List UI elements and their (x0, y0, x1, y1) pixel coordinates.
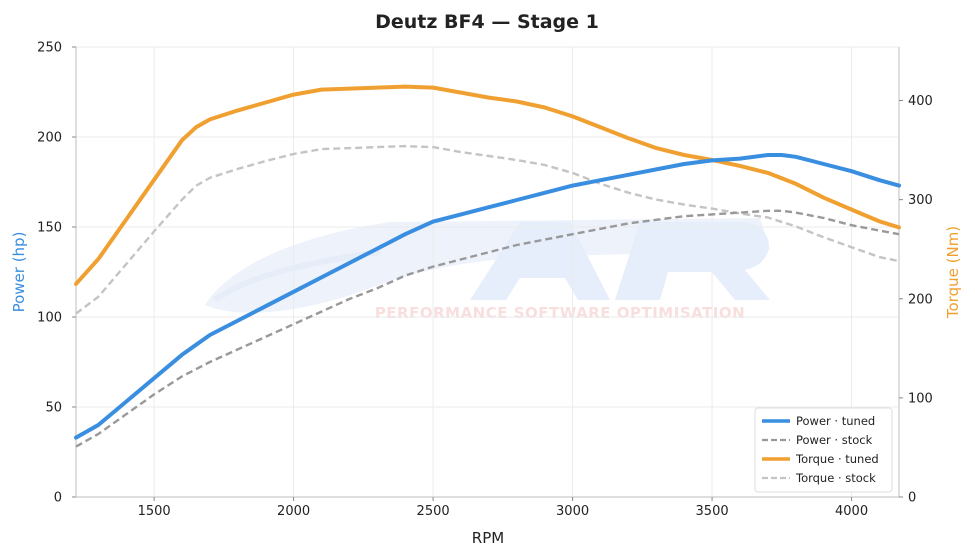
watermark-logo: PERFORMANCE SOFTWARE OPTIMISATION (205, 218, 770, 322)
legend-label-power-stock: Power · stock (796, 433, 873, 447)
y-tick-label-right: 200 (908, 292, 933, 307)
watermark-text: PERFORMANCE SOFTWARE OPTIMISATION (375, 304, 745, 322)
x-axis-label: RPM (472, 529, 504, 547)
x-tick-label: 2000 (277, 504, 310, 519)
axes: 1500 2000 2500 3000 3500 40000501001502002500… (37, 41, 933, 520)
y-tick-label-right: 400 (908, 94, 933, 109)
x-tick-label: 3500 (696, 504, 729, 519)
series-lines (74, 84, 901, 448)
y-axis-label-right: Torque (Nm) (944, 226, 962, 319)
legend-item-torque-stock: Torque · stock (762, 471, 876, 485)
legend: Power · tuned Power · stock Torque · tun… (754, 407, 893, 493)
x-tick-label: 2500 (417, 504, 450, 519)
series-line-power-stock (75, 209, 900, 448)
y-axis-label-left: Power (hp) (10, 232, 28, 313)
y-tick-label-right: 100 (908, 391, 933, 406)
x-tick-label: 1500 (138, 504, 171, 519)
legend-label-torque-tuned: Torque · tuned (795, 452, 879, 466)
legend-item-power-tuned: Power · tuned (762, 414, 875, 428)
chart-title: Deutz BF4 — Stage 1 (375, 11, 599, 33)
legend-label-torque-stock: Torque · stock (795, 471, 876, 485)
x-tick-label: 4000 (835, 504, 868, 519)
series-line-torque-tuned (74, 84, 901, 286)
y-tick-label-left: 250 (37, 41, 62, 56)
y-tick-label-left: 100 (37, 311, 62, 326)
y-tick-label-left: 150 (37, 221, 62, 236)
y-tick-label-left: 0 (54, 491, 62, 506)
y-tick-label-right: 0 (908, 491, 916, 506)
y-tick-label-left: 200 (37, 131, 62, 146)
y-tick-label-right: 300 (908, 193, 933, 208)
legend-label-power-tuned: Power · tuned (796, 414, 875, 428)
series-line-torque-stock (75, 144, 900, 315)
y-tick-label-left: 50 (45, 401, 62, 416)
legend-item-power-stock: Power · stock (762, 433, 873, 447)
legend-item-torque-tuned: Torque · tuned (762, 452, 879, 466)
x-tick-label: 3000 (556, 504, 589, 519)
series-line-power-tuned (74, 153, 901, 440)
